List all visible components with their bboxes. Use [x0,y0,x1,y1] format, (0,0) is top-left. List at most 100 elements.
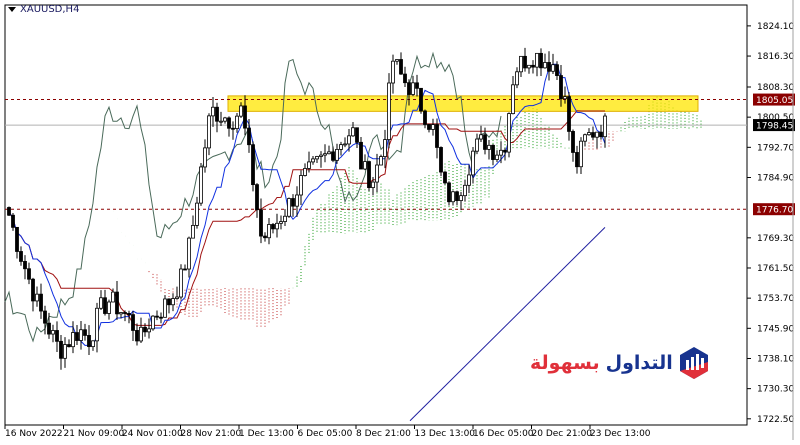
candle-body [143,326,147,333]
candle-body [363,161,367,170]
candle-body [555,64,559,76]
candle-body [351,127,355,137]
candle-body [11,214,15,228]
candle-body [395,59,399,62]
candle-body [303,168,307,176]
candle-body [471,150,475,176]
candle-body [387,82,391,140]
x-tick-label: 21 Nov 09:00 [64,429,125,439]
y-tick-label: 1722.50 [757,415,794,425]
candle-body [67,344,71,348]
candle-body [295,194,299,207]
candle-body [451,191,455,203]
candle-body [283,215,287,222]
candle-body [415,82,419,89]
candle-body [479,134,483,140]
candle-body [187,237,191,270]
candle-body [455,191,459,201]
candle-body [559,75,563,100]
candle-body [215,106,219,122]
candle-body [523,55,527,69]
candle-body [447,182,451,203]
candle-body [499,149,503,156]
candle-body [483,134,487,150]
candle-body [367,161,371,189]
candle-body [383,139,387,157]
candle-body [183,268,187,271]
candle-body [435,124,439,148]
candle-body [595,131,599,138]
candle-body [31,278,35,302]
candle-body [103,297,107,314]
candle-body [391,60,395,84]
candle-body [119,312,123,315]
candle-body [575,152,579,168]
candle-body [591,132,595,138]
candle-body [271,224,275,230]
candle-body [515,71,519,86]
candle-body [463,184,467,197]
candle-body [579,140,583,168]
candle-body [131,314,135,331]
dropdown-triangle-icon[interactable] [8,6,16,12]
candle-body [315,156,319,160]
candle-body [223,117,227,122]
candle-body [47,322,51,335]
candles [7,47,607,370]
x-tick-label: 28 Nov 21:00 [181,429,242,439]
candle-body [583,134,587,142]
candle-body [475,138,479,152]
y-tick-label: 1792.70 [757,143,794,153]
candle-body [43,310,47,324]
candle-body [503,149,507,153]
y-tick-label: 1738.10 [757,354,794,364]
candle-body [167,298,171,306]
candle-body [139,326,143,342]
level-price-tag-bg [753,203,795,216]
candle-body [99,297,103,309]
candle-body [443,171,447,184]
candle-body [163,298,167,318]
x-tick-label: 16 Nov 2022 [5,429,63,439]
candle-body [603,115,607,138]
x-tick-label: 8 Dec 21:00 [356,429,411,439]
y-tick-label: 1730.30 [757,385,794,395]
candle-body [111,291,115,303]
candle-body [79,329,83,341]
candle-body [543,62,547,69]
candle-body [507,113,511,153]
candle-body [343,143,347,146]
candle-body [19,251,23,262]
candle-body [527,64,531,69]
candle-body [87,335,91,348]
candle-body [159,316,163,319]
candle-body [531,64,535,68]
current-price-tag: 1798.45 [756,122,793,132]
candle-body [323,153,327,156]
candle-body [379,156,383,166]
candle-body [495,154,499,160]
candle-body [375,164,379,183]
candle-body [175,296,179,299]
candle-body [259,209,263,237]
logo-text-blue: التداول [605,352,673,374]
y-tick-label: 1745.90 [757,324,794,334]
current-price-tag-bg [753,119,795,132]
candle-body [291,198,295,207]
y-tick-label: 1816.30 [757,52,794,62]
candle-body [407,82,411,95]
logo: بسهولة التداول [530,346,709,380]
x-tick-label: 20 Dec 21:00 [532,429,593,439]
candle-body [255,184,259,211]
candle-body [107,301,111,314]
candle-body [311,158,315,163]
candle-body [535,52,539,68]
x-tick-label: 16 Dec 05:00 [473,429,534,439]
candle-body [15,226,19,252]
candle-body [355,127,359,143]
candle-body [55,330,59,342]
candle-body [339,144,343,150]
candle-body [71,332,75,348]
